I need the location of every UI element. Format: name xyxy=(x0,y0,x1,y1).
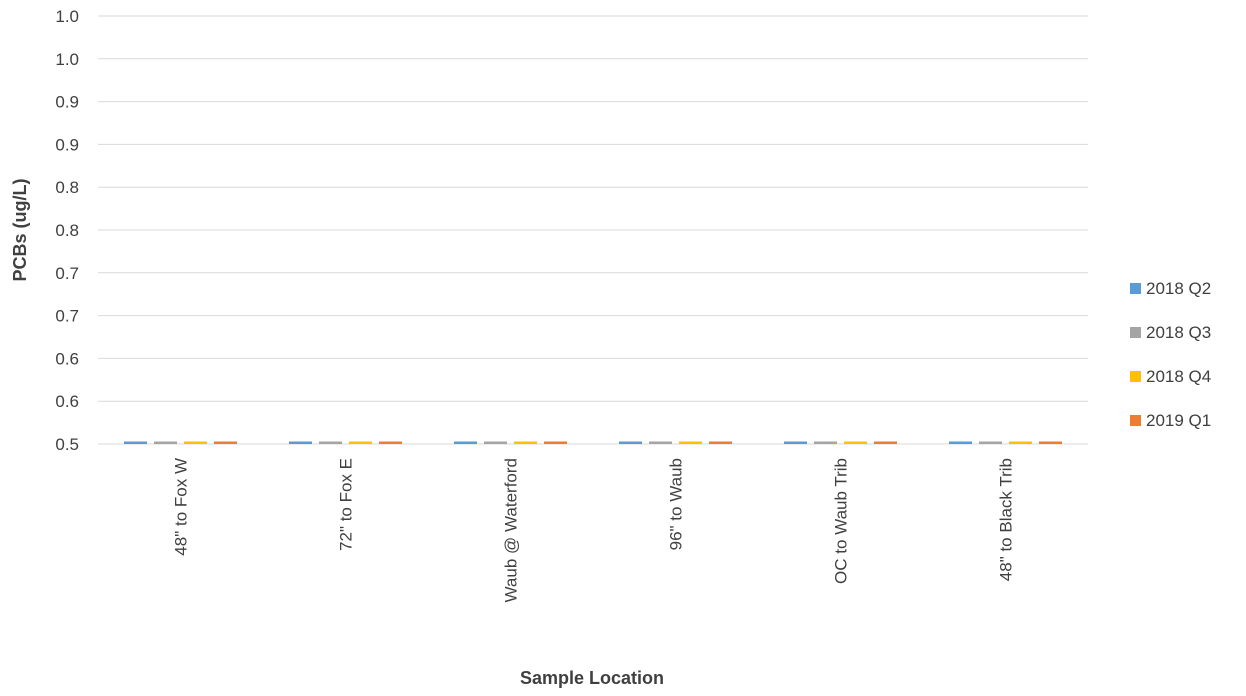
bar-2018-q4 xyxy=(349,441,372,444)
legend-label: 2018 Q4 xyxy=(1146,367,1211,386)
bar-2018-q2 xyxy=(784,441,807,444)
bar-2018-q4 xyxy=(844,441,867,444)
x-category-label: OC to Waub Trib xyxy=(832,458,851,584)
x-category-label: 48" to Black Trib xyxy=(997,458,1016,581)
x-axis-category-labels: 48" to Fox W 72" to Fox E Waub @ Waterford… xyxy=(172,458,1016,602)
y-tick-label: 0.5 xyxy=(55,435,79,454)
bar-2018-q4 xyxy=(184,441,207,444)
x-category-label: 96" to Waub xyxy=(667,458,686,550)
legend: 2018 Q2 2018 Q3 2018 Q4 2019 Q1 xyxy=(1130,279,1211,430)
bar-2018-q4 xyxy=(514,441,537,444)
bar-2018-q3 xyxy=(649,441,672,444)
y-tick-label: 0.6 xyxy=(55,349,79,368)
y-tick-label: 0.6 xyxy=(55,392,79,411)
bar-2018-q4 xyxy=(679,441,702,444)
legend-swatch xyxy=(1130,327,1141,338)
y-tick-label: 0.8 xyxy=(55,178,79,197)
x-category-label: Waub @ Waterford xyxy=(502,458,521,602)
bar-2019-q1 xyxy=(1039,441,1062,444)
bar-2018-q3 xyxy=(814,441,837,444)
y-tick-label: 0.7 xyxy=(55,264,79,283)
bar-2018-q3 xyxy=(154,441,177,444)
bar-2019-q1 xyxy=(709,441,732,444)
y-tick-label: 0.8 xyxy=(55,221,79,240)
y-tick-label: 0.9 xyxy=(55,135,79,154)
y-tick-label: 1.0 xyxy=(55,7,79,26)
gridlines xyxy=(98,15,1088,445)
bar-2018-q2 xyxy=(289,441,312,444)
bar-2019-q1 xyxy=(544,441,567,444)
legend-label: 2018 Q2 xyxy=(1146,279,1211,298)
legend-label: 2019 Q1 xyxy=(1146,411,1211,430)
legend-swatch xyxy=(1130,283,1141,294)
legend-swatch xyxy=(1130,371,1141,382)
y-tick-label: 0.7 xyxy=(55,307,79,326)
y-tick-label: 1.0 xyxy=(55,50,79,69)
bar-2018-q2 xyxy=(949,441,972,444)
bar-2018-q3 xyxy=(979,441,1002,444)
bars xyxy=(124,441,1062,444)
bar-2018-q2 xyxy=(124,441,147,444)
x-axis-title: Sample Location xyxy=(520,668,664,688)
bar-2018-q3 xyxy=(484,441,507,444)
y-tick-label: 0.9 xyxy=(55,93,79,112)
bar-2018-q2 xyxy=(619,441,642,444)
bar-2019-q1 xyxy=(379,441,402,444)
bar-2018-q3 xyxy=(319,441,342,444)
x-category-label: 48" to Fox W xyxy=(172,458,191,556)
bar-2018-q2 xyxy=(454,441,477,444)
bar-2019-q1 xyxy=(874,441,897,444)
bar-2018-q4 xyxy=(1009,441,1032,444)
legend-swatch xyxy=(1130,415,1141,426)
x-category-label: 72" to Fox E xyxy=(337,458,356,551)
bar-2019-q1 xyxy=(214,441,237,444)
y-axis-tick-labels: 0.5 0.6 0.6 0.7 0.7 0.8 0.8 0.9 0.9 1.0 1.0 xyxy=(55,7,79,454)
legend-label: 2018 Q3 xyxy=(1146,323,1211,342)
y-axis-title: PCBs (ug/L) xyxy=(10,179,30,282)
